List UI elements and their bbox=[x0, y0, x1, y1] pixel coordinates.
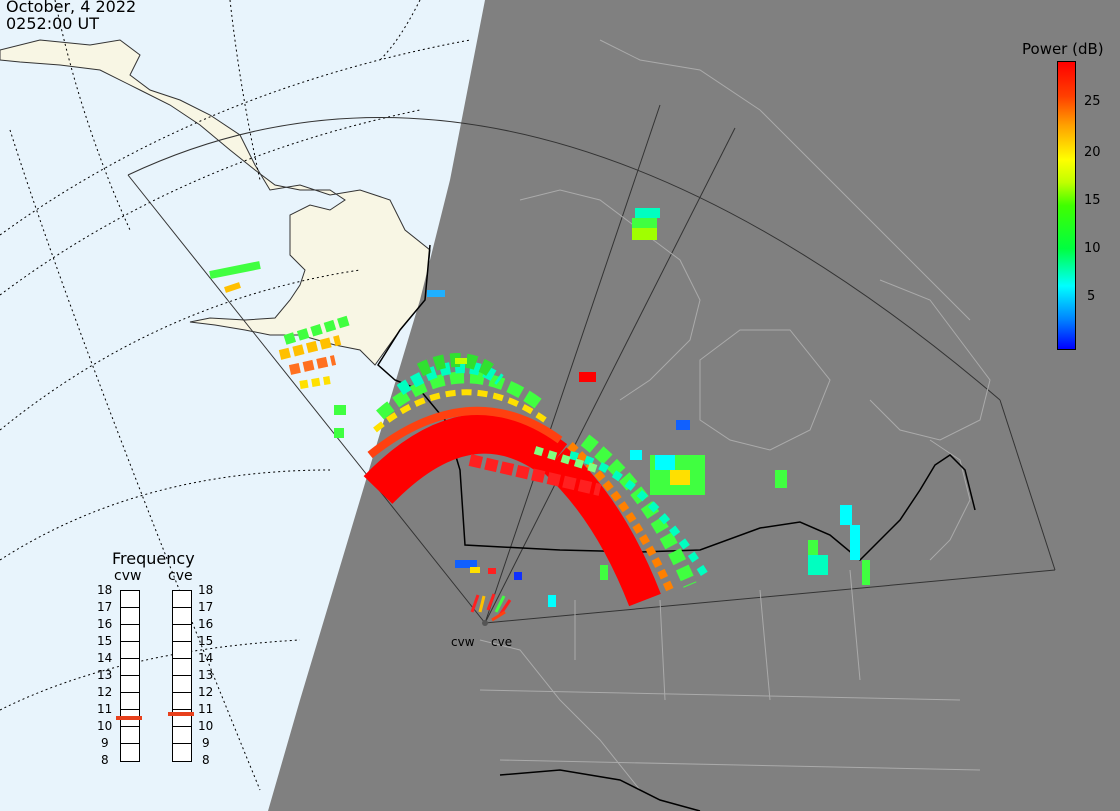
frequency-scale-left: 8 bbox=[101, 753, 109, 767]
frequency-cell bbox=[121, 693, 139, 710]
frequency-cell bbox=[173, 642, 191, 659]
power-colorbar bbox=[1057, 61, 1076, 350]
frequency-cell bbox=[173, 710, 191, 727]
frequency-cell bbox=[173, 744, 191, 761]
graticule bbox=[0, 0, 471, 791]
colorbar-tick: 10 bbox=[1084, 241, 1101, 256]
radar-fov-outline bbox=[127, 104, 1056, 624]
colorbar-title: Power (dB) bbox=[1022, 40, 1104, 58]
frequency-cell bbox=[173, 693, 191, 710]
frequency-cell bbox=[121, 744, 139, 761]
frequency-cell bbox=[121, 659, 139, 676]
frequency-bar-cvw bbox=[120, 590, 140, 762]
frequency-cell bbox=[173, 625, 191, 642]
frequency-cell bbox=[121, 591, 139, 608]
frequency-scale-right: 18 bbox=[198, 583, 214, 597]
border-south bbox=[499, 769, 701, 811]
frequency-scale-left: 13 bbox=[97, 668, 113, 682]
frequency-scale-left: 9 bbox=[101, 736, 109, 750]
map-date: October, 4 2022 bbox=[6, 0, 137, 16]
colorbar-tick: 20 bbox=[1084, 145, 1101, 160]
frequency-scale-right: 13 bbox=[198, 668, 214, 682]
radar-site-label-cve: cve bbox=[491, 635, 513, 649]
frequency-cell bbox=[173, 676, 191, 693]
colorbar-tick: 25 bbox=[1084, 94, 1101, 109]
frequency-scale-right: 14 bbox=[198, 651, 214, 665]
radar-echoes bbox=[209, 208, 870, 626]
frequency-scale-left: 10 bbox=[97, 719, 113, 733]
frequency-scale-right: 10 bbox=[198, 719, 214, 733]
frequency-scale-left: 11 bbox=[97, 702, 113, 716]
frequency-column-label: cvw bbox=[114, 568, 142, 584]
frequency-cell bbox=[121, 642, 139, 659]
frequency-cell bbox=[173, 727, 191, 744]
frequency-scale-left: 12 bbox=[97, 685, 113, 699]
frequency-scale-right: 15 bbox=[198, 634, 214, 648]
frequency-marker-cvw bbox=[116, 715, 142, 720]
frequency-cell bbox=[121, 608, 139, 625]
colorbar-tick: 15 bbox=[1084, 193, 1101, 208]
coastlines bbox=[479, 39, 991, 791]
frequency-column-label: cve bbox=[168, 568, 193, 584]
map-time: 0252:00 UT bbox=[6, 14, 100, 33]
frequency-cell bbox=[173, 608, 191, 625]
frequency-scale-right: 8 bbox=[202, 753, 210, 767]
frequency-cell bbox=[121, 710, 139, 727]
frequency-marker-cve bbox=[168, 712, 194, 717]
frequency-scale-right: 12 bbox=[198, 685, 214, 699]
frequency-cell bbox=[173, 591, 191, 608]
alaska-land bbox=[0, 39, 431, 366]
colorbar-tick: 5 bbox=[1087, 289, 1096, 304]
frequency-scale-left: 15 bbox=[97, 634, 113, 648]
frequency-cell bbox=[121, 625, 139, 642]
frequency-scale-right: 17 bbox=[198, 600, 214, 614]
frequency-scale-left: 14 bbox=[97, 651, 113, 665]
frequency-scale-right: 9 bbox=[202, 736, 210, 750]
frequency-title: Frequency bbox=[112, 549, 195, 568]
frequency-cell bbox=[121, 727, 139, 744]
radar-site-label-cvw: cvw bbox=[451, 635, 475, 649]
frequency-scale-left: 16 bbox=[97, 617, 113, 631]
frequency-scale-left: 17 bbox=[97, 600, 113, 614]
frequency-bar-cve bbox=[172, 590, 192, 762]
frequency-scale-right: 16 bbox=[198, 617, 214, 631]
frequency-scale-right: 11 bbox=[198, 702, 214, 716]
border bbox=[377, 244, 976, 562]
frequency-scale-left: 18 bbox=[97, 583, 113, 597]
frequency-cell bbox=[173, 659, 191, 676]
frequency-cell bbox=[121, 676, 139, 693]
